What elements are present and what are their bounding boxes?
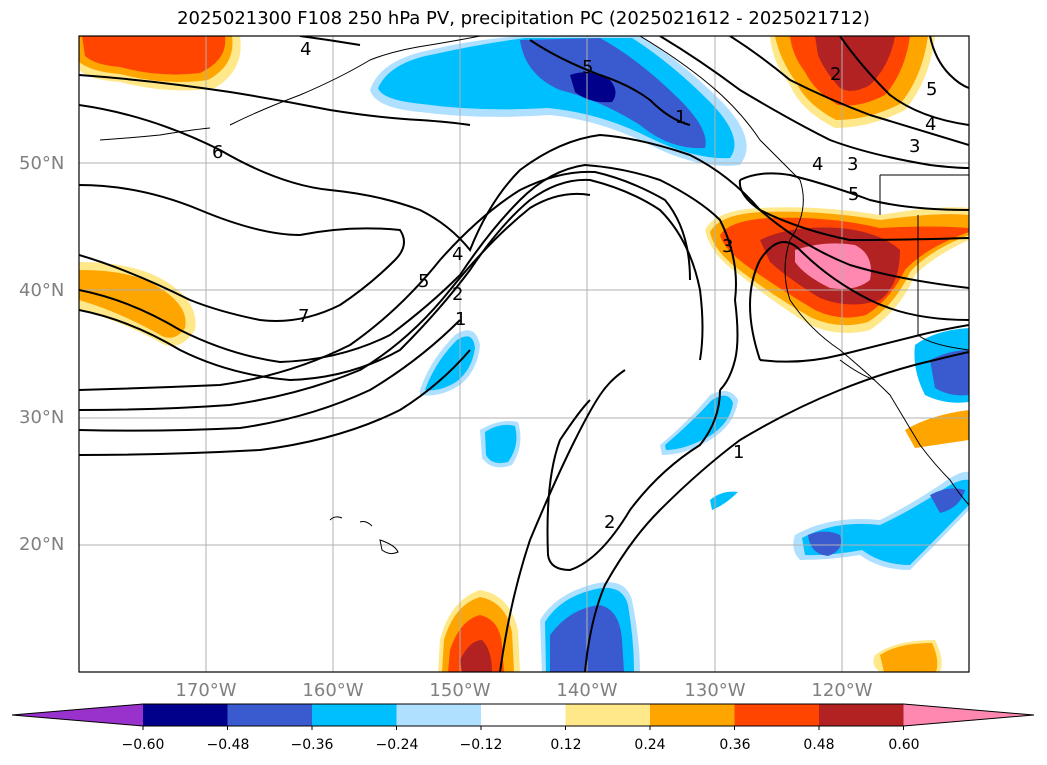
colorbar-tick-label: 0.12 bbox=[550, 737, 582, 753]
pv-label: 2 bbox=[830, 64, 841, 85]
precip-negative-gulf-alaska bbox=[370, 36, 747, 166]
pv-label: 1 bbox=[455, 309, 466, 330]
pv-label: 1 bbox=[675, 107, 686, 128]
colorbar-tick-label: 0.48 bbox=[803, 737, 835, 753]
pv-label: 4 bbox=[812, 154, 823, 175]
colorbar-tick-label: 0.36 bbox=[719, 737, 751, 753]
pv-contour-labels: 4 6 7 5 4 2 1 5 1 5 4 3 5 3 2 4 3 2 1 bbox=[212, 39, 937, 533]
lon-label-120w: 120°W bbox=[811, 680, 873, 701]
pv-label: 4 bbox=[452, 244, 463, 265]
lon-label-170w: 170°W bbox=[175, 680, 237, 701]
precip-positive-ne bbox=[770, 36, 935, 128]
pv-label: 5 bbox=[848, 184, 859, 205]
pv-label: 3 bbox=[909, 136, 920, 157]
colorbar-segment bbox=[819, 704, 904, 726]
precip-south bbox=[438, 582, 640, 672]
lon-label-140w: 140°W bbox=[556, 680, 618, 701]
lat-label-40n: 40°N bbox=[19, 280, 65, 301]
pv-label: 6 bbox=[212, 142, 223, 163]
colorbar-tick-label: −0.60 bbox=[121, 737, 165, 753]
colorbar-segment bbox=[312, 704, 397, 726]
colorbar-segment bbox=[227, 704, 313, 726]
pv-label: 4 bbox=[925, 114, 936, 135]
colorbar-tick-label: −0.12 bbox=[459, 737, 503, 753]
colorbar-tick-label: 0.24 bbox=[634, 737, 666, 753]
map-gridlines bbox=[79, 36, 969, 672]
precip-positive-west bbox=[79, 262, 196, 346]
colorbar-tick-label: −0.36 bbox=[290, 737, 334, 753]
map-frame bbox=[78, 35, 970, 673]
map-field: 4 6 7 5 4 2 1 5 1 5 4 3 5 3 2 4 3 2 1 bbox=[79, 36, 969, 672]
lat-label-50n: 50°N bbox=[19, 153, 65, 174]
pv-label: 1 bbox=[733, 442, 744, 463]
colorbar-segment bbox=[143, 704, 228, 726]
pv-label: 5 bbox=[582, 57, 593, 78]
colorbar bbox=[11, 703, 1035, 730]
coastlines bbox=[99, 36, 969, 555]
lat-label-20n: 20°N bbox=[19, 534, 65, 555]
pv-label: 7 bbox=[298, 306, 309, 327]
colorbar-segment bbox=[650, 704, 735, 726]
pv-label: 3 bbox=[722, 236, 733, 257]
map-title: 2025021300 F108 250 hPa PV, precipitatio… bbox=[177, 8, 870, 29]
colorbar-segment bbox=[481, 704, 566, 726]
precip-positive-nw bbox=[79, 36, 241, 91]
pv-label: 2 bbox=[604, 512, 615, 533]
colorbar-tick-label: −0.48 bbox=[206, 737, 250, 753]
colorbar-segment bbox=[565, 704, 651, 726]
lon-label-130w: 130°W bbox=[684, 680, 746, 701]
pv-label: 5 bbox=[926, 79, 937, 100]
pv-label: 4 bbox=[300, 39, 311, 60]
colorbar-extend-low bbox=[12, 704, 143, 726]
pv-label: 5 bbox=[418, 271, 429, 292]
lon-label-160w: 160°W bbox=[302, 680, 364, 701]
lon-label-150w: 150°W bbox=[429, 680, 491, 701]
colorbar-tick-label: 0.60 bbox=[888, 737, 920, 753]
colorbar-extend-high bbox=[903, 704, 1034, 726]
pv-label: 2 bbox=[452, 284, 463, 305]
colorbar-tick-label: −0.24 bbox=[375, 737, 419, 753]
colorbar-segment bbox=[396, 704, 482, 726]
pv-contours bbox=[79, 36, 969, 672]
colorbar-segment bbox=[734, 704, 820, 726]
pv-label: 3 bbox=[847, 154, 858, 175]
lat-label-30n: 30°N bbox=[19, 407, 65, 428]
